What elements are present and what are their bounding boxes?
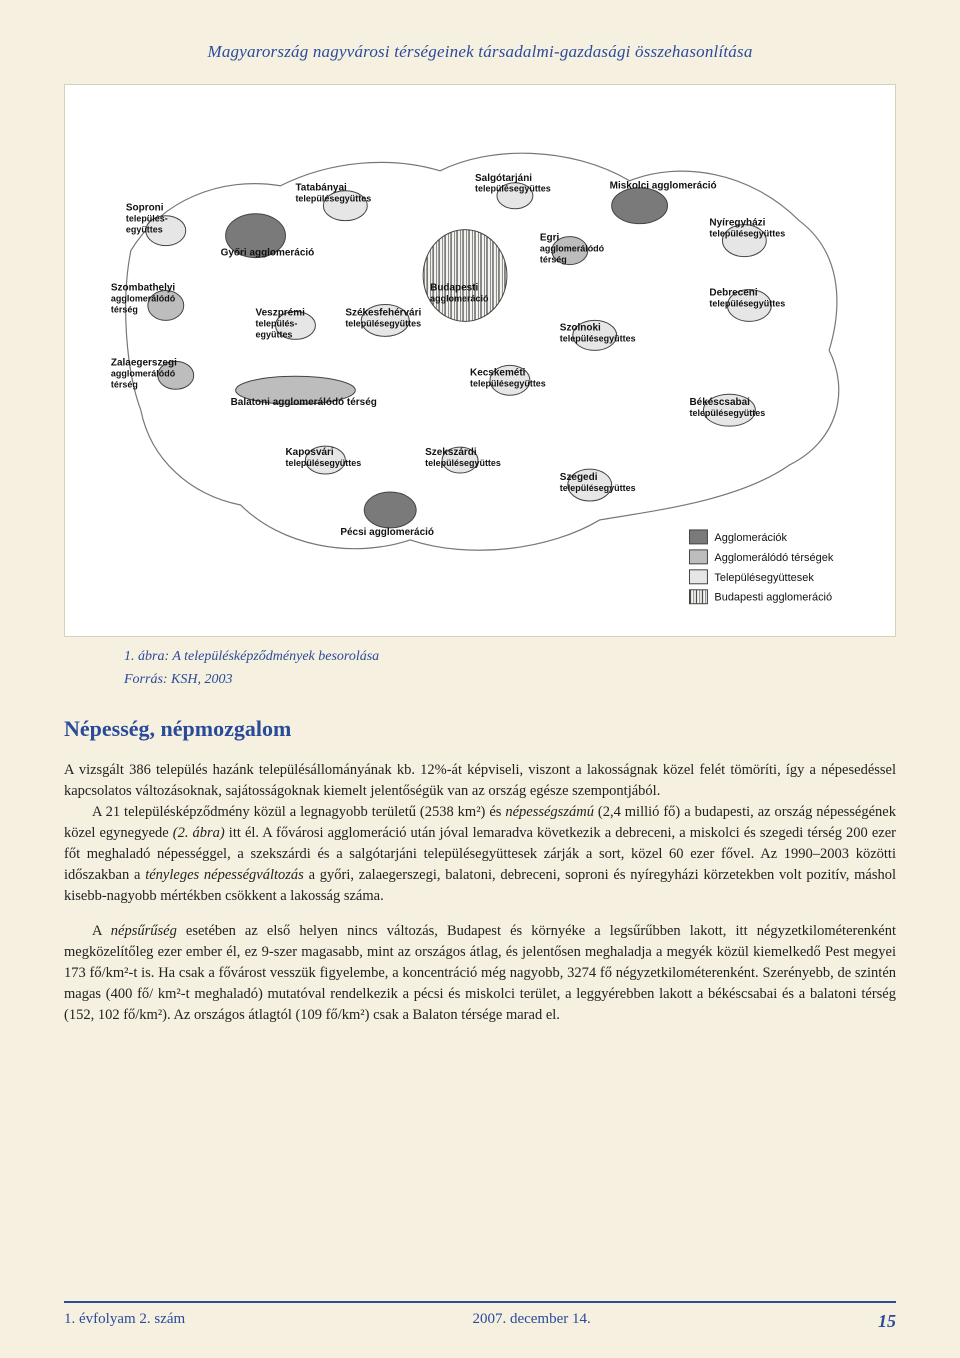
lbl-szombathely: Szombathelyi (111, 283, 175, 294)
lbl-nyiregyhaza: Nyíregyházi (709, 218, 765, 229)
lbl-debrecen: Debreceni (709, 287, 757, 298)
svg-text:településegyüttes: településegyüttes (560, 483, 636, 493)
svg-text:településegyüttes: településegyüttes (709, 229, 785, 239)
svg-text:településegyüttes: településegyüttes (345, 318, 421, 328)
lbl-balaton: Balatoni agglomerálódó térség (231, 397, 377, 408)
legend-agglodo: Agglomerálódó térségek (714, 552, 833, 564)
p1b-it3: tényleges népességváltozás (145, 867, 304, 883)
svg-text:településegyüttes: településegyüttes (425, 458, 501, 468)
footer-left: 1. évfolyam 2. szám (64, 1311, 185, 1332)
blob-budapest (423, 230, 507, 322)
svg-text:térség: térség (540, 255, 567, 265)
p2-post: esetében az első helyen nincs változás, … (64, 923, 896, 1023)
svg-text:településegyüttes: településegyüttes (709, 298, 785, 308)
svg-text:településegyüttes: településegyüttes (470, 378, 546, 388)
p2-pre: A (92, 923, 111, 939)
blob-pecs (364, 492, 416, 528)
lbl-pecs: Pécsi agglomeráció (340, 527, 434, 538)
svg-text:település-: település- (126, 214, 168, 224)
legend-bp: Budapesti agglomeráció (714, 592, 832, 604)
svg-text:agglomerálódó: agglomerálódó (540, 244, 605, 254)
section-title: Népesség, népmozgalom (64, 716, 896, 742)
p2-it: népsűrűség (111, 923, 177, 939)
lbl-szekszard: Szekszárdi (425, 447, 477, 458)
footer-center: 2007. december 14. (472, 1311, 590, 1332)
paragraph-1: A vizsgált 386 település hazánk települé… (64, 760, 896, 907)
lbl-eger: Egri (540, 233, 560, 244)
legend-aggl: Agglomerációk (714, 532, 787, 544)
hungary-outline (126, 153, 839, 550)
svg-text:településegyüttes: településegyüttes (560, 333, 636, 343)
legend: Agglomerációk Agglomerálódó térségek Tel… (689, 530, 833, 604)
svg-text:településegyüttes: településegyüttes (475, 184, 551, 194)
svg-text:térség: térség (111, 379, 138, 389)
lbl-kecskemet: Kecskeméti (470, 367, 526, 378)
lbl-veszprem: Veszprémi (256, 307, 306, 318)
svg-text:agglomerálódó: agglomerálódó (111, 368, 176, 378)
lbl-miskolc: Miskolci agglomeráció (610, 181, 717, 192)
lbl-zalaegerszeg: Zalaegerszegi (111, 357, 177, 368)
svg-text:együttes: együttes (126, 225, 163, 235)
p1b-it2: (2. ábra) (173, 825, 225, 841)
lbl-salgotarjan: Salgótarjáni (475, 173, 532, 184)
svg-text:településegyüttes: településegyüttes (689, 408, 765, 418)
p1a: A vizsgált 386 település hazánk települé… (64, 762, 896, 799)
lbl-szolnok: Szolnoki (560, 322, 601, 333)
p1b-pre: A 21 településképződmény közül a legnagy… (92, 804, 505, 820)
map-svg: Soproni település- együttes Tatabányai t… (71, 91, 889, 630)
paragraph-2: A népsűrűség esetében az első helyen nin… (64, 921, 896, 1026)
figure-caption: 1. ábra: A településképződmények besorol… (124, 647, 896, 667)
lbl-szeged: Szegedi (560, 472, 598, 483)
svg-text:településegyüttes: településegyüttes (295, 194, 371, 204)
lbl-bekescsaba: Békéscsabai (689, 397, 750, 408)
lbl-budapest: Budapesti (430, 283, 478, 294)
svg-text:agglomerálódó: agglomerálódó (111, 293, 176, 303)
svg-text:térség: térség (111, 304, 138, 314)
lbl-kaposvar: Kaposvári (285, 447, 333, 458)
svg-text:agglomeráció: agglomeráció (430, 293, 489, 303)
lbl-gyor: Győri agglomeráció (221, 248, 315, 259)
figure-map: Soproni település- együttes Tatabányai t… (64, 84, 896, 637)
lbl-szfvar: Székesfehérvári (345, 307, 421, 318)
footer: 1. évfolyam 2. szám 2007. december 14. 1… (64, 1301, 896, 1332)
footer-page-number: 15 (878, 1311, 896, 1332)
lbl-sopron: Soproni (126, 203, 164, 214)
lbl-tatabanya: Tatabányai (295, 183, 347, 194)
figure-source: Forrás: KSH, 2003 (124, 670, 896, 690)
running-title: Magyarország nagyvárosi térségeinek társ… (64, 42, 896, 62)
svg-text:együttes: együttes (256, 329, 293, 339)
blob-miskolc (612, 188, 668, 224)
p1b-it1: népességszámú (505, 804, 594, 820)
svg-text:település-: település- (256, 318, 298, 328)
legend-tele: Településegyüttesek (714, 572, 814, 584)
svg-text:településegyüttes: településegyüttes (285, 458, 361, 468)
